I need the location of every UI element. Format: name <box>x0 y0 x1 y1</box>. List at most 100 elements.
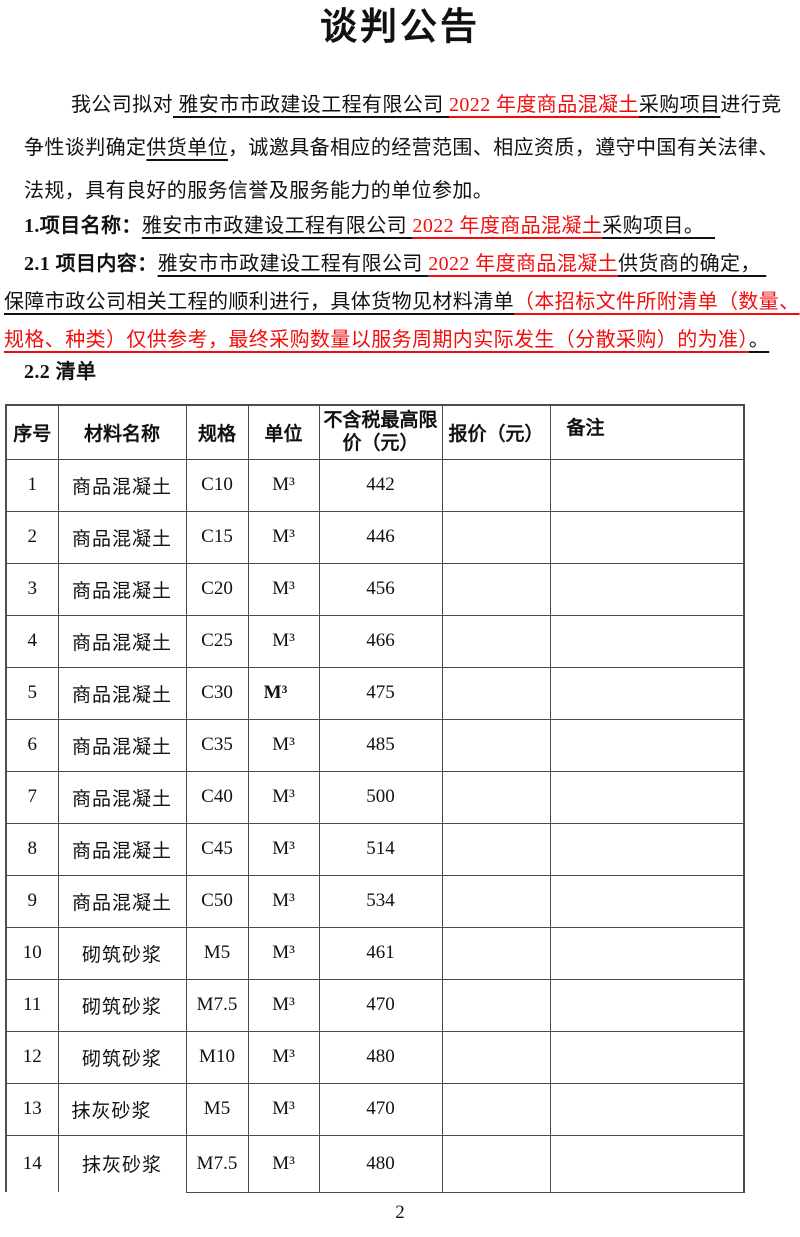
cell-quote <box>441 1030 551 1084</box>
cell-name: 商品混凝土 <box>57 822 187 876</box>
cell-unit: M³ <box>247 874 320 928</box>
cell-note <box>549 458 745 512</box>
section-project-content: 2.1 项目内容：雅安市市政建设工程有限公司 2022 年度商品混凝土供货商的确… <box>4 245 799 359</box>
cell-unit: M³ <box>247 1134 320 1193</box>
cell-note <box>549 822 745 876</box>
text-line: 规格、种类）仅供参考，最终采购数量以服务周期内实际发生（分散采购）的为准）。 <box>4 321 794 359</box>
cell-unit: M³ <box>247 978 320 1032</box>
text-run: 2022 年度商品混凝土 <box>449 94 639 116</box>
table-row: 14 抹灰砂浆 M7.5 M³ 480 <box>5 1134 745 1193</box>
cell-no: 6 <box>5 718 59 772</box>
text-run: ，诚邀具备相应的经营范围、相应资质，遵守中国有关法律、 <box>228 137 779 159</box>
cell-no: 12 <box>5 1030 59 1084</box>
cell-name: 商品混凝土 <box>57 510 187 564</box>
cell-price: 456 <box>318 562 443 616</box>
cell-spec: M5 <box>185 926 249 980</box>
cell-note <box>549 562 745 616</box>
cell-price: 534 <box>318 874 443 928</box>
cell-quote <box>441 978 551 1032</box>
cell-note <box>549 770 745 824</box>
column-header-spec: 规格 <box>185 404 249 460</box>
cell-name: 商品混凝土 <box>57 666 187 720</box>
cell-quote <box>441 822 551 876</box>
cell-note <box>549 1030 745 1084</box>
text-run: 法规，具有良好的服务信誉及服务能力的单位参加。 <box>24 180 494 202</box>
cell-quote <box>441 458 551 512</box>
table-row: 8 商品混凝土 C45 M³ 514 <box>5 822 745 876</box>
cell-note <box>549 1134 745 1193</box>
cell-unit: M³ <box>247 562 320 616</box>
table-row: 3 商品混凝土 C20 M³ 456 <box>5 562 745 616</box>
column-header-unit: 单位 <box>247 404 320 460</box>
cell-note <box>549 718 745 772</box>
table-header-row: 序号 材料名称 规格 单位 不含税最高限价（元） 报价（元） 备注 <box>5 404 745 460</box>
cell-price: 480 <box>318 1134 443 1193</box>
cell-name: 商品混凝土 <box>57 874 187 928</box>
section-list-heading: 2.2 清单 <box>24 353 776 391</box>
cell-name: 商品混凝土 <box>57 614 187 668</box>
cell-spec: C10 <box>185 458 249 512</box>
table-row: 2 商品混凝土 C15 M³ 446 <box>5 510 745 564</box>
cell-quote <box>441 874 551 928</box>
text-run: 2022 年度商品混凝土 <box>428 253 619 275</box>
cell-price: 446 <box>318 510 443 564</box>
text-run: 。 <box>748 329 770 351</box>
text-run: 雅安市市政建设工程有限公司 <box>173 94 449 116</box>
table-row: 11 砌筑砂浆 M7.5 M³ 470 <box>5 978 745 1032</box>
cell-name: 抹灰砂浆 <box>57 1134 187 1192</box>
text-run: 保障市政公司相关工程的顺利进行，具体货物见材料清单 <box>4 291 514 313</box>
table-row: 6 商品混凝土 C35 M³ 485 <box>5 718 745 772</box>
text-run: 2.2 清单 <box>24 361 97 383</box>
cell-price: 500 <box>318 770 443 824</box>
cell-name: 商品混凝土 <box>57 718 187 772</box>
cell-note <box>549 926 745 980</box>
text-run: 供货单位 <box>146 137 229 159</box>
text-line: 争性谈判确定供货单位，诚邀具备相应的经营范围、相应资质，遵守中国有关法律、 <box>24 127 779 170</box>
cell-unit: M³ <box>247 926 320 980</box>
cell-unit: M³ <box>247 458 320 512</box>
cell-price: 442 <box>318 458 443 512</box>
table-row: 12 砌筑砂浆 M10 M³ 480 <box>5 1030 745 1084</box>
text-line: 1.项目名称：雅安市市政建设工程有限公司 2022 年度商品混凝土采购项目。 <box>24 207 776 245</box>
cell-no: 1 <box>5 458 59 512</box>
cell-name: 商品混凝土 <box>57 770 187 824</box>
text-run: 雅安市市政建设工程有限公司 <box>141 215 413 237</box>
table-row: 9 商品混凝土 C50 M³ 534 <box>5 874 745 928</box>
cell-no: 10 <box>5 926 59 980</box>
cell-note <box>549 614 745 668</box>
cell-spec: C50 <box>185 874 249 928</box>
text-run: 我公司拟对 <box>71 94 173 116</box>
text-run: 采购项目。 <box>602 215 716 237</box>
table-row: 13 抹灰砂浆 M5 M³ 470 <box>5 1082 745 1136</box>
cell-spec: C35 <box>185 718 249 772</box>
cell-unit: M³ <box>247 510 320 564</box>
text-line: 2.1 项目内容：雅安市市政建设工程有限公司 2022 年度商品混凝土供货商的确… <box>24 245 776 283</box>
cell-spec: M5 <box>185 1082 249 1136</box>
cell-quote <box>441 926 551 980</box>
cell-name: 砌筑砂浆 <box>57 1030 187 1084</box>
cell-price: 470 <box>318 1082 443 1136</box>
cell-note <box>549 1082 745 1136</box>
cell-no: 7 <box>5 770 59 824</box>
cell-no: 2 <box>5 510 59 564</box>
cell-quote <box>441 1082 551 1136</box>
cell-no: 4 <box>5 614 59 668</box>
cell-no: 8 <box>5 822 59 876</box>
cell-name: 砌筑砂浆 <box>57 926 187 980</box>
text-run: 争性谈判确定 <box>24 137 147 159</box>
text-run: 2.1 项目内容： <box>24 253 158 275</box>
table-row: 7 商品混凝土 C40 M³ 500 <box>5 770 745 824</box>
cell-unit: M³ <box>247 822 320 876</box>
cell-price: 466 <box>318 614 443 668</box>
text-run: 供货商的确定， <box>618 253 767 275</box>
table-row: 10 砌筑砂浆 M5 M³ 461 <box>5 926 745 980</box>
document-title: 谈判公告 <box>320 7 480 48</box>
cell-unit: M³ <box>247 666 320 720</box>
cell-price: 514 <box>318 822 443 876</box>
cell-no: 3 <box>5 562 59 616</box>
text-run: 2022 年度商品混凝土 <box>412 215 603 237</box>
cell-spec: C20 <box>185 562 249 616</box>
cell-unit: M³ <box>247 1082 320 1136</box>
column-header-quote: 报价（元） <box>441 404 551 460</box>
text-line: 保障市政公司相关工程的顺利进行，具体货物见材料清单（本招标文件所附清单（数量、 <box>4 283 799 321</box>
